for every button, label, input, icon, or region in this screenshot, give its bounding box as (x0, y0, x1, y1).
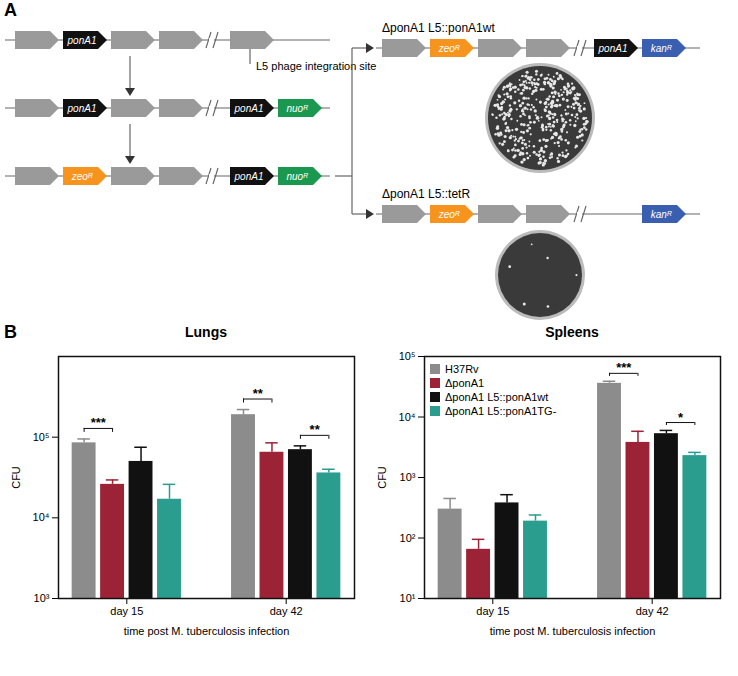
svg-text:**: ** (253, 386, 264, 401)
html-text:ΔponA1 L5::ponA1wt: ΔponA1 L5::ponA1wt (445, 391, 549, 403)
svg-text:zeoᴿ: zeoᴿ (438, 209, 460, 220)
html-text:Lungs: Lungs (185, 324, 227, 340)
svg-text:10⁴: 10⁴ (33, 511, 50, 523)
svg-text:nuoᴿ: nuoᴿ (286, 103, 308, 114)
svg-text:CFU: CFU (376, 466, 388, 489)
html-text:B: B (4, 322, 17, 342)
svg-text:ponA1: ponA1 (234, 171, 264, 182)
svg-text:nuoᴿ: nuoᴿ (286, 171, 308, 182)
svg-text:ponA1: ponA1 (67, 103, 97, 114)
html-text:Spleens: Spleens (545, 324, 599, 340)
svg-text:zeoᴿ: zeoᴿ (438, 43, 460, 54)
html-text:H37Rv: H37Rv (445, 363, 479, 375)
svg-text:day 15: day 15 (110, 605, 143, 617)
svg-text:ΔponA1 L5::tetR: ΔponA1 L5::tetR (382, 187, 470, 201)
html-text:ΔponA1: ΔponA1 (445, 377, 485, 389)
svg-text:time post M. tuberculosis infe: time post M. tuberculosis infection (490, 625, 656, 637)
svg-text:10²: 10² (400, 532, 416, 544)
svg-text:*: * (678, 410, 684, 425)
svg-text:***: *** (91, 415, 107, 430)
svg-text:time post M. tuberculosis infe: time post M. tuberculosis infection (124, 625, 290, 637)
svg-text:day 42: day 42 (270, 605, 303, 617)
svg-text:ΔponA1 L5::ponA1wt: ΔponA1 L5::ponA1wt (382, 21, 495, 35)
svg-text:ponA1: ponA1 (234, 103, 264, 114)
svg-text:zeoᴿ: zeoᴿ (71, 171, 93, 182)
svg-text:10⁵: 10⁵ (399, 350, 416, 362)
svg-text:day 42: day 42 (636, 605, 669, 617)
svg-text:ponA1: ponA1 (598, 43, 628, 54)
svg-text:A: A (4, 0, 17, 20)
svg-text:ponA1: ponA1 (67, 35, 97, 46)
svg-text:kanᴿ: kanᴿ (651, 209, 672, 220)
svg-text:10³: 10³ (400, 471, 416, 483)
html-text:ΔponA1 L5::ponA1TG-: ΔponA1 L5::ponA1TG- (445, 405, 557, 417)
svg-text:**: ** (310, 422, 321, 437)
svg-text:10³: 10³ (34, 592, 50, 604)
svg-text:L5 phage integration site: L5 phage integration site (256, 60, 376, 72)
svg-text:kanᴿ: kanᴿ (651, 43, 672, 54)
svg-text:10¹: 10¹ (400, 592, 416, 604)
svg-text:10⁴: 10⁴ (399, 411, 416, 423)
svg-text:10⁵: 10⁵ (33, 431, 50, 443)
svg-text:***: *** (616, 360, 632, 375)
svg-text:day 15: day 15 (476, 605, 509, 617)
svg-text:CFU: CFU (10, 466, 22, 489)
